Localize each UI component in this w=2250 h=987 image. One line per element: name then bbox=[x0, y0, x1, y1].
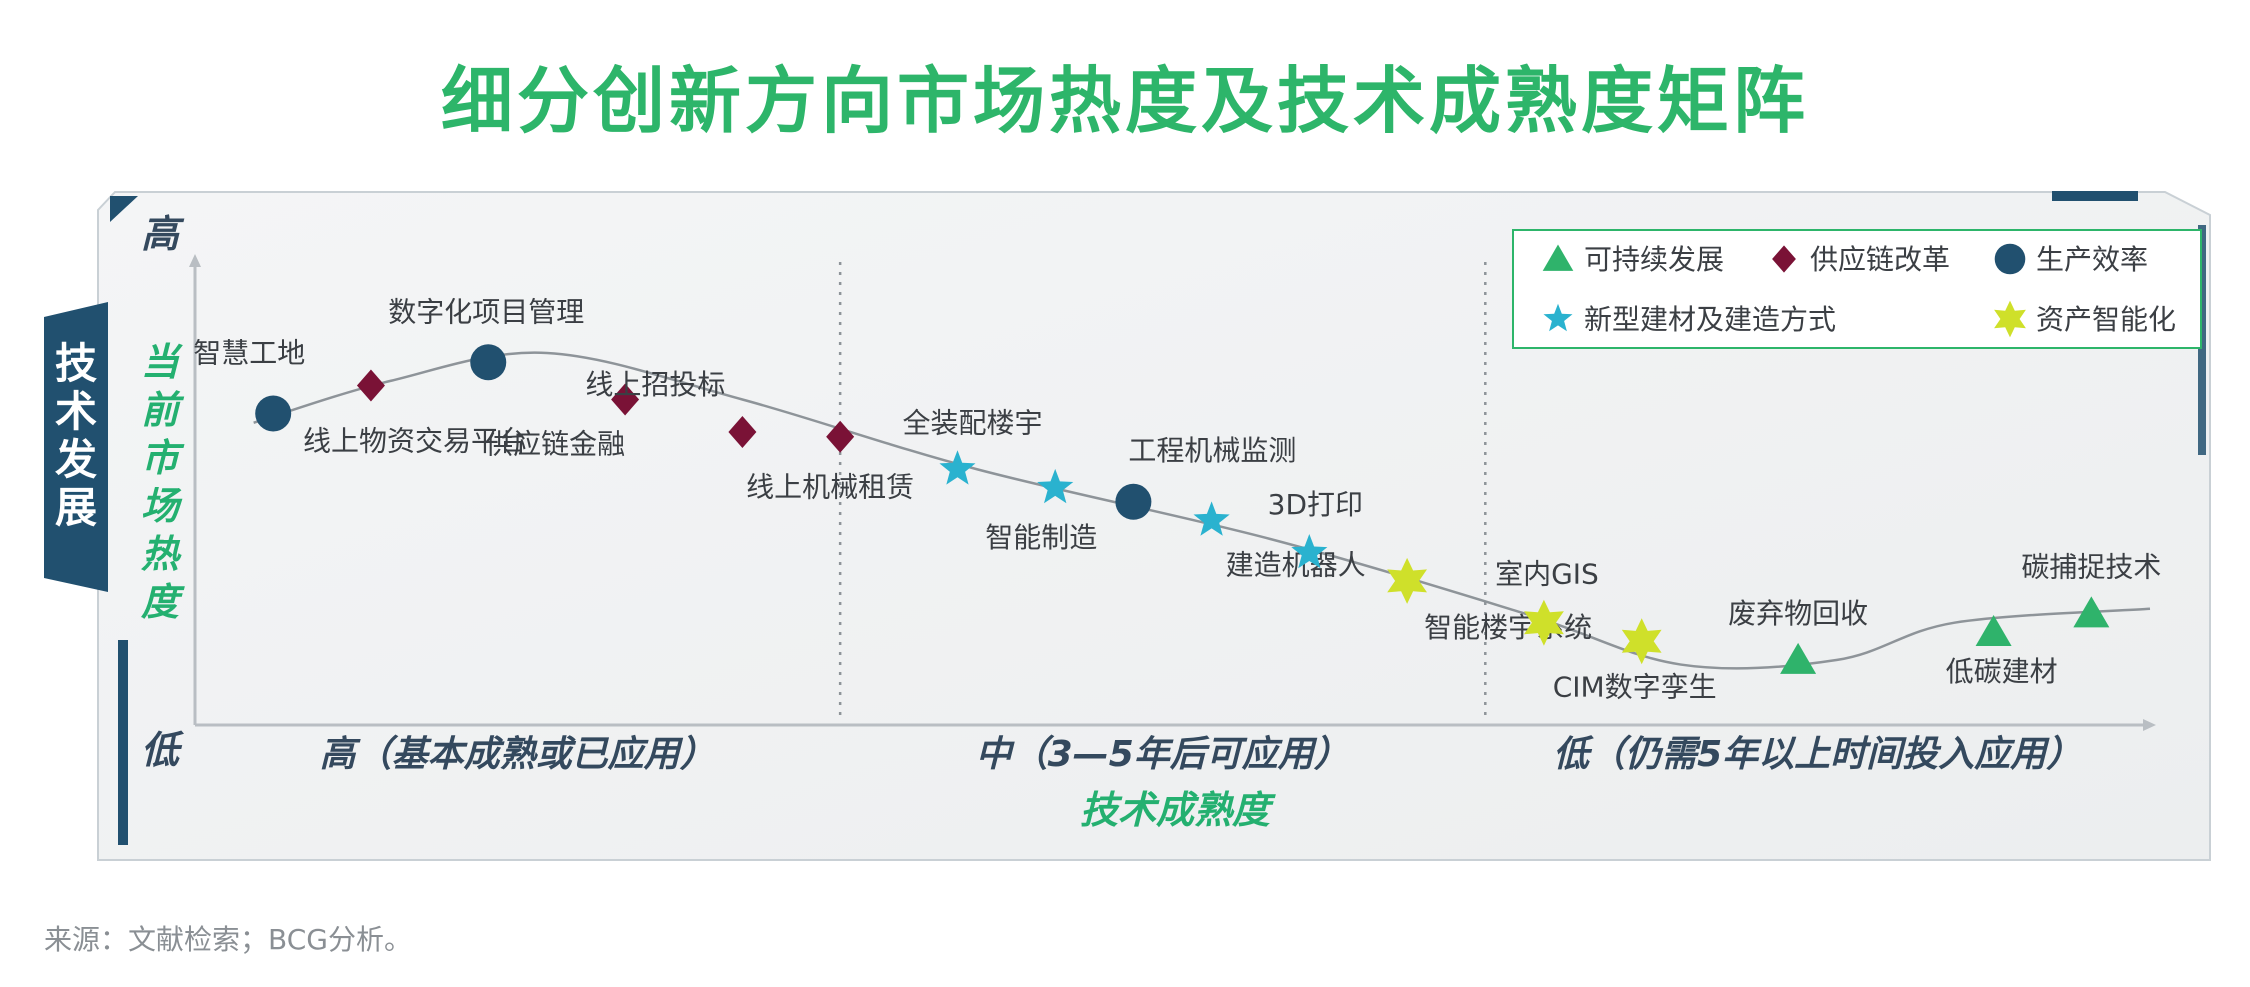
trend-curve bbox=[253, 351, 2151, 670]
point-2-label: 线上物资交易平台 bbox=[303, 425, 527, 458]
zone-labels: 高（基本成熟或已应用） 中（3—5年后可应用） 低（仍需5年以上时间投入应用） bbox=[320, 734, 2083, 775]
point-15-marker bbox=[1780, 642, 1817, 674]
point-1-label: 智慧工地 bbox=[193, 336, 305, 369]
legend-sustain-label: 可持续发展 bbox=[1584, 243, 1724, 276]
point-9-marker bbox=[1115, 483, 1152, 520]
source-note: 来源：文献检索；BCG分析。 bbox=[44, 923, 412, 956]
point-9-label: 工程机械监测 bbox=[1128, 434, 1296, 467]
panel-left-accent bbox=[118, 640, 128, 845]
legend-supply-label: 供应链改革 bbox=[1810, 243, 1950, 276]
point-7-marker bbox=[939, 450, 976, 485]
legend-materials-label: 新型建材及建造方式 bbox=[1584, 303, 1836, 336]
y-axis-low-label: 低 bbox=[141, 728, 184, 772]
legend-smart-label: 资产智能化 bbox=[2036, 303, 2176, 336]
point-3-label: 数字化项目管理 bbox=[388, 295, 584, 328]
point-6-label: 线上机械租赁 bbox=[746, 471, 914, 504]
y-axis-label: 当前市场热度 bbox=[140, 340, 185, 624]
panel-top-right-accent bbox=[2052, 191, 2138, 201]
point-10-marker bbox=[1193, 501, 1230, 536]
point-13-label: 室内GIS bbox=[1495, 558, 1599, 591]
point-16-marker bbox=[1975, 615, 2012, 646]
point-5-marker bbox=[728, 416, 757, 449]
point-3-marker bbox=[470, 344, 507, 381]
zone-label-1: 高（基本成熟或已应用） bbox=[320, 734, 716, 775]
point-11-marker bbox=[1291, 534, 1328, 569]
point-13-marker bbox=[1524, 599, 1564, 646]
legend-box bbox=[1512, 229, 2202, 349]
page-title: 细分创新方向市场热度及技术成熟度矩阵 bbox=[440, 59, 1809, 143]
point-4-label: 供应链金融 bbox=[485, 428, 625, 461]
point-11-label: 3D打印 bbox=[1268, 488, 1363, 521]
legend-smart-icon bbox=[1994, 300, 2026, 338]
point-8-marker bbox=[1037, 468, 1074, 504]
point-14-marker bbox=[1621, 618, 1662, 665]
legend-materials-icon bbox=[1543, 303, 1573, 332]
point-10-label: 建造机器人 bbox=[1226, 548, 1366, 581]
zone-label-2: 中（3—5年后可应用） bbox=[976, 734, 1350, 775]
point-15-label: 废弃物回收 bbox=[1728, 597, 1868, 630]
legend-supply-icon bbox=[1772, 245, 1796, 273]
x-axis-label: 技术成熟度 bbox=[1080, 788, 1276, 832]
legend-efficiency-icon bbox=[1994, 243, 2026, 275]
zone-label-3: 低（仍需5年以上时间投入应用） bbox=[1553, 734, 2082, 775]
legend-sustain-icon bbox=[1542, 244, 1574, 271]
point-1-marker bbox=[255, 395, 292, 432]
point-16-label: 低碳建材 bbox=[1946, 655, 2058, 688]
point-17-marker bbox=[2073, 596, 2110, 628]
point-5-label: 线上招投标 bbox=[585, 368, 725, 401]
point-12-marker bbox=[1387, 557, 1427, 604]
point-7-label: 全装配楼宇 bbox=[902, 406, 1042, 439]
point-12-label: 智能楼宇系统 bbox=[1424, 611, 1592, 644]
point-6-marker bbox=[826, 420, 855, 453]
y-axis-high-label: 高 bbox=[141, 212, 185, 256]
side-label-banner bbox=[44, 302, 108, 592]
point-17-label: 碳捕捉技术 bbox=[2021, 550, 2161, 583]
legend-efficiency-label: 生产效率 bbox=[2036, 243, 2148, 276]
side-label-text: 技术发展 bbox=[55, 339, 97, 532]
point-14-label: CIM数字孪生 bbox=[1553, 670, 1717, 703]
zone-dividers bbox=[838, 262, 1487, 718]
point-8-label: 智能制造 bbox=[985, 521, 1097, 554]
panel-corner-accent bbox=[110, 196, 138, 222]
point-4-marker bbox=[611, 383, 640, 416]
point-2-marker bbox=[356, 369, 385, 402]
